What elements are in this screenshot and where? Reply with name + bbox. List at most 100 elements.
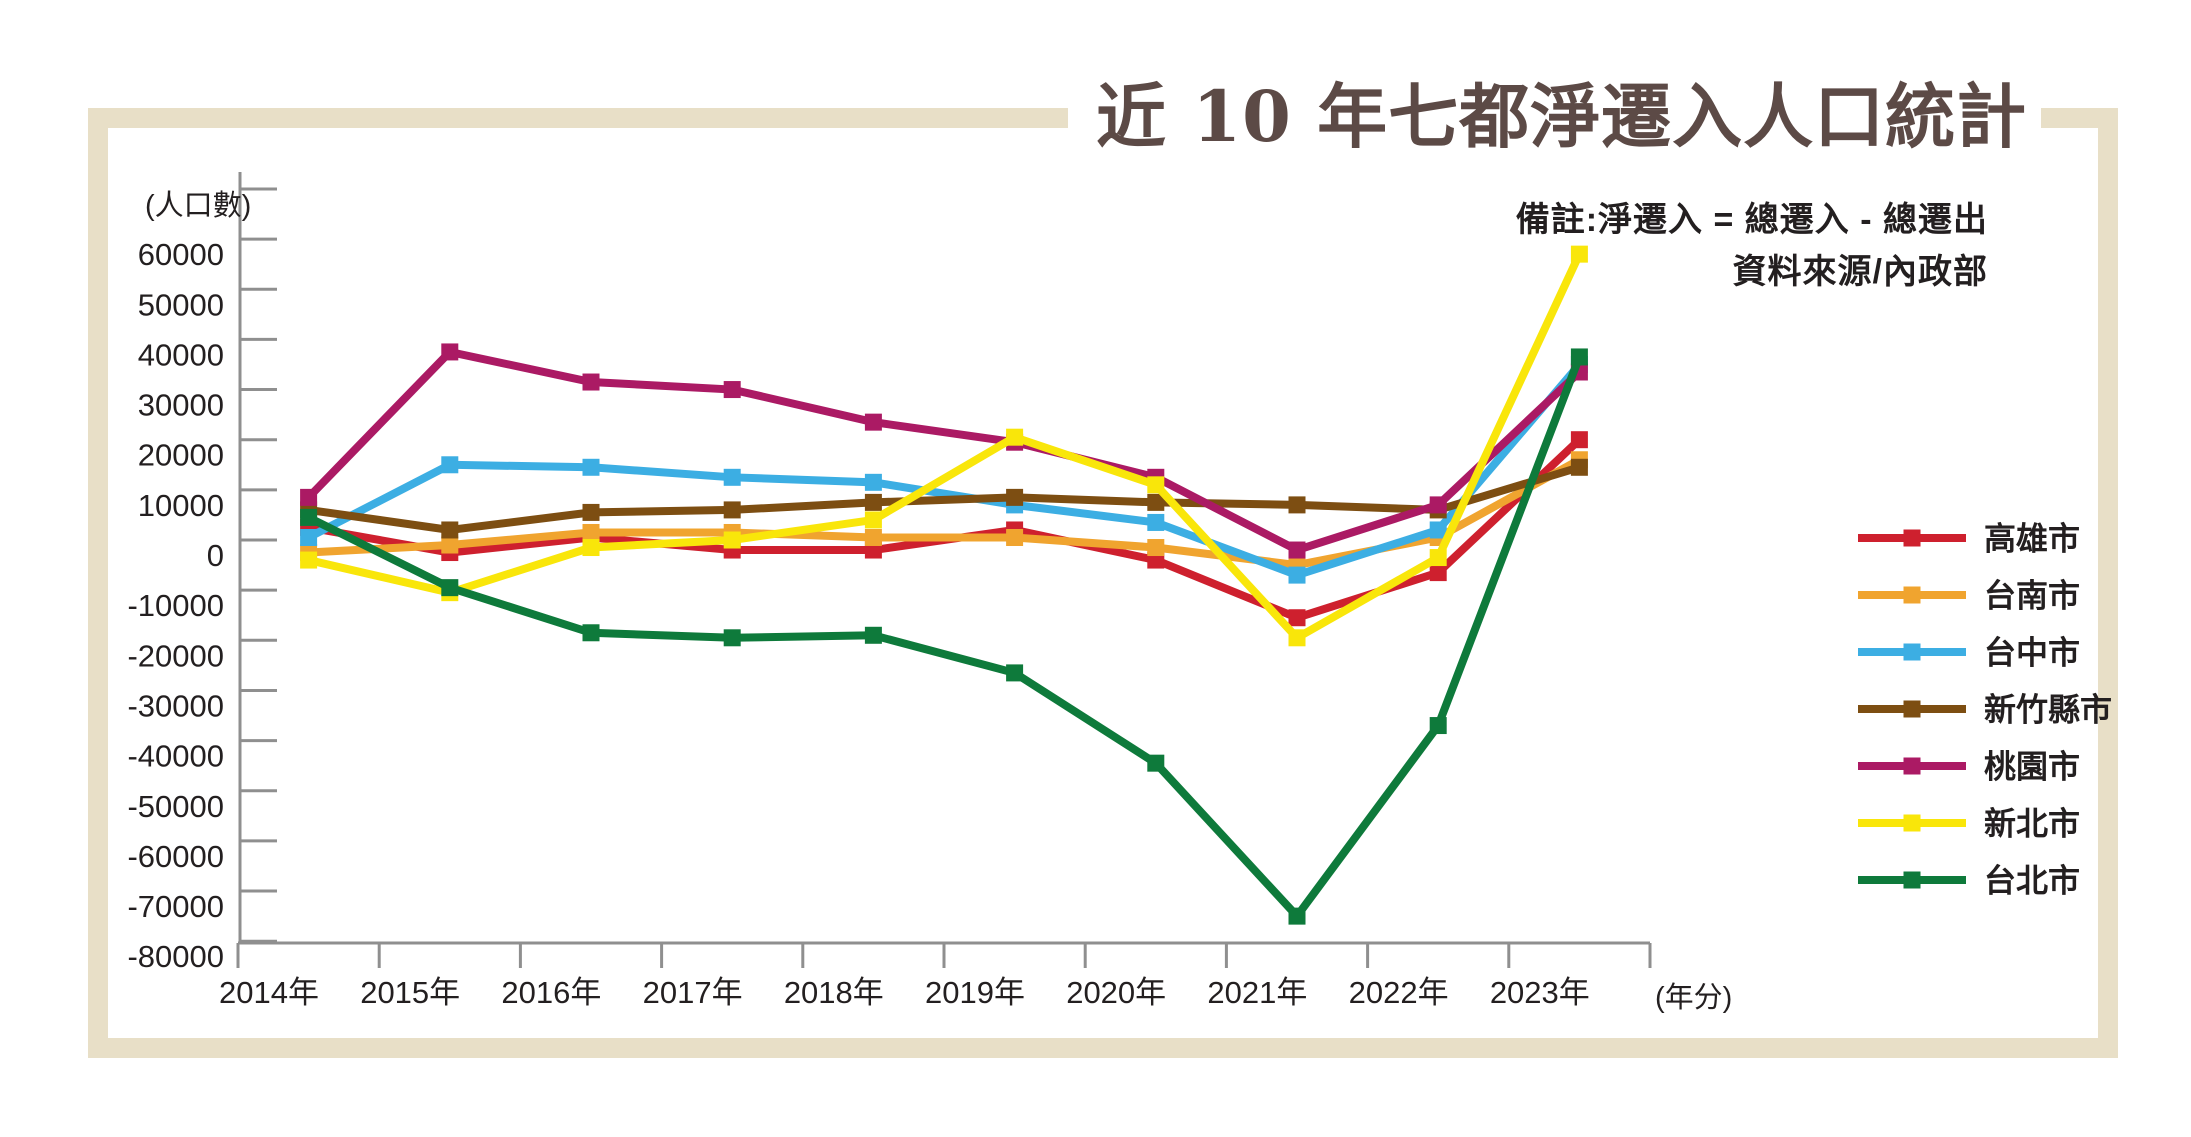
data-point-kaohsiung-2022 <box>1429 564 1447 582</box>
y-tick-label: 20000 <box>138 438 224 473</box>
data-point-hsinchu-2019 <box>1006 488 1024 506</box>
data-point-hsinchu-2018 <box>864 493 882 511</box>
data-point-taichung-2020 <box>1147 513 1165 531</box>
y-tick-label: 10000 <box>138 488 224 523</box>
data-point-hsinchu-2015 <box>441 521 459 539</box>
series-kaohsiung <box>300 431 1588 627</box>
legend-label-hsinchu: 新竹縣市 <box>1984 692 2112 728</box>
x-tick-label: 2019年 <box>925 975 1025 1010</box>
legend-label-tainan: 台南市 <box>1984 578 2080 614</box>
legend-item-hsinchu: 新竹縣市 <box>1858 692 2112 728</box>
y-tick-label: 0 <box>207 538 224 573</box>
legend-label-taipei: 台北市 <box>1984 863 2080 899</box>
data-point-new-taipei-2018 <box>864 511 882 529</box>
data-point-hsinchu-2021 <box>1288 496 1306 514</box>
y-tick-label: -30000 <box>127 688 224 723</box>
data-point-tainan-2015 <box>441 536 459 554</box>
y-tick-label: -20000 <box>127 638 224 673</box>
frame-border-bottom <box>88 1038 2118 1058</box>
data-point-new-taipei-2019 <box>1006 428 1024 446</box>
data-point-tainan-2018 <box>864 528 882 546</box>
x-tick-label: 2015年 <box>360 975 460 1010</box>
data-point-taipei-2014 <box>300 508 318 526</box>
data-point-new-taipei-2021 <box>1288 629 1306 647</box>
data-point-taipei-2017 <box>723 629 741 647</box>
legend-marker-new-taipei <box>1903 814 1921 832</box>
x-tick-label: 2017年 <box>643 975 743 1010</box>
legend-item-taipei: 台北市 <box>1858 863 2080 899</box>
data-point-taichung-2015 <box>441 456 459 474</box>
data-point-new-taipei-2016 <box>582 539 600 557</box>
data-point-taipei-2019 <box>1006 664 1024 682</box>
data-point-taichung-2021 <box>1288 566 1306 584</box>
data-point-hsinchu-2017 <box>723 501 741 519</box>
data-point-new-taipei-2020 <box>1147 476 1165 494</box>
x-axis-ticks: 2014年 2015年 2016年 2017年 2018年 2019年 2020年 2021年… <box>219 943 1652 1010</box>
legend-label-kaohsiung: 高雄市 <box>1984 521 2080 557</box>
y-tick-label: 30000 <box>138 388 224 423</box>
series-line-taipei <box>306 355 1584 923</box>
data-point-kaohsiung-2021 <box>1288 609 1306 627</box>
legend-marker-taichung <box>1903 643 1921 661</box>
frame-border-top-left <box>88 108 1068 128</box>
data-point-taoyuan-2017 <box>723 381 741 399</box>
x-tick-label: 2020年 <box>1066 975 1166 1010</box>
data-point-tainan-2020 <box>1147 539 1165 557</box>
x-tick-label: 2023年 <box>1490 975 1590 1010</box>
data-point-tainan-2016 <box>582 523 600 541</box>
data-point-taipei-2015 <box>441 579 459 597</box>
x-tick-label: 2014年 <box>219 975 319 1010</box>
data-point-taipei-2023 <box>1570 348 1588 366</box>
series-new-taipei <box>300 245 1588 647</box>
data-point-taipei-2022 <box>1429 717 1447 735</box>
legend-label-taoyuan: 桃園市 <box>1984 749 2080 785</box>
data-point-taoyuan-2018 <box>864 413 882 431</box>
data-point-taoyuan-2016 <box>582 373 600 391</box>
y-tick-label: -40000 <box>127 739 224 774</box>
data-point-new-taipei-2022 <box>1429 549 1447 567</box>
legend-marker-kaohsiung <box>1903 529 1921 547</box>
data-point-taichung-2014 <box>300 528 318 546</box>
x-tick-label: 2016年 <box>501 975 601 1010</box>
legend-label-new-taipei: 新北市 <box>1984 806 2080 842</box>
y-tick-label: -80000 <box>127 939 224 974</box>
x-tick-label: 2018年 <box>784 975 884 1010</box>
data-point-tainan-2019 <box>1006 528 1024 546</box>
frame-border-right <box>2098 108 2118 1058</box>
data-point-new-taipei-2014 <box>300 551 318 569</box>
y-tick-label: -10000 <box>127 588 224 623</box>
data-point-taichung-2022 <box>1429 521 1447 539</box>
series-line-new-taipei <box>307 252 1584 643</box>
frame-border-left <box>88 108 108 1058</box>
series-line-taoyuan <box>305 347 1583 555</box>
y-axis-ticks: 60000 50000 40000 30000 20000 10000 0 -10000 -20… <box>127 187 277 974</box>
data-point-hsinchu-2020 <box>1147 493 1165 511</box>
legend-marker-taipei <box>1903 871 1921 889</box>
note-formula: 備註:淨遷入 = 總遷入 - 總遷出 <box>1515 201 1988 239</box>
x-axis-unit-label: (年分) <box>1655 982 1733 1014</box>
series-tainan <box>300 451 1588 574</box>
data-point-new-taipei-2023 <box>1570 245 1588 263</box>
data-point-new-taipei-2017 <box>723 531 741 549</box>
legend-item-tainan: 台南市 <box>1858 578 2080 614</box>
data-point-taichung-2017 <box>723 468 741 486</box>
y-tick-label: -60000 <box>127 839 224 874</box>
page-title: 近 10 年七都淨遷入人口統計 <box>1082 80 2042 154</box>
data-point-taipei-2018 <box>864 626 882 644</box>
data-point-kaohsiung-2023 <box>1570 431 1588 449</box>
y-tick-label: 50000 <box>138 287 224 322</box>
data-point-taipei-2020 <box>1147 754 1165 772</box>
data-point-taichung-2018 <box>864 473 882 491</box>
series-line-taichung <box>306 361 1583 580</box>
data-point-taoyuan-2021 <box>1288 541 1306 559</box>
x-tick-label: 2022年 <box>1349 975 1449 1010</box>
series-hsinchu <box>300 458 1588 539</box>
series-taipei <box>300 348 1588 925</box>
data-point-taoyuan-2014 <box>300 488 318 506</box>
series-line-hsinchu <box>308 463 1581 535</box>
y-tick-label: -70000 <box>127 889 224 924</box>
legend-marker-taoyuan <box>1903 757 1921 775</box>
legend-marker-hsinchu <box>1903 700 1921 718</box>
